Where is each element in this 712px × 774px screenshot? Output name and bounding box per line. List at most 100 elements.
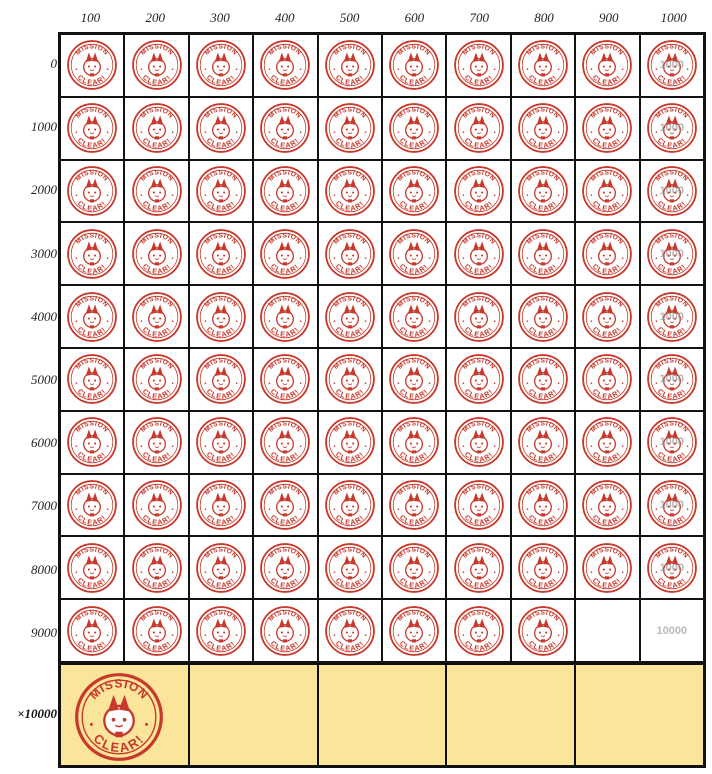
mission-clear-stamp-icon: MISSION CLEAR!	[582, 40, 633, 91]
svg-text:CLEAR!: CLEAR!	[398, 513, 430, 527]
stamp-cell: MISSION CLEAR!	[510, 473, 576, 537]
ten-thousand-cell	[446, 664, 576, 766]
faded-cell-number: 1000	[659, 310, 685, 323]
row-label: 2000	[31, 182, 57, 198]
mission-clear-stamp-icon: MISSION CLEAR!	[196, 228, 246, 279]
stamp-cell: MISSION CLEAR! 1000	[639, 159, 704, 223]
stamp-cell: MISSION CLEAR!	[253, 34, 318, 97]
stamp-cell: MISSION CLEAR!	[510, 410, 576, 474]
svg-text:CLEAR!: CLEAR!	[527, 136, 559, 150]
svg-text:CLEAR!: CLEAR!	[269, 261, 301, 275]
svg-text:CLEAR!: CLEAR!	[527, 387, 559, 401]
stamp-cell: MISSION CLEAR!	[188, 410, 254, 474]
mission-clear-stamp-icon: MISSION CLEAR!	[389, 228, 440, 279]
svg-text:CLEAR!: CLEAR!	[140, 638, 172, 652]
svg-text:CLEAR!: CLEAR!	[398, 199, 430, 213]
mission-clear-stamp-icon: MISSION CLEAR!	[260, 480, 311, 530]
svg-text:CLEAR!: CLEAR!	[656, 387, 688, 401]
svg-text:CLEAR!: CLEAR!	[205, 199, 237, 213]
mission-clear-stamp-icon: MISSION CLEAR!	[646, 354, 697, 405]
stamp-cell: MISSION CLEAR!	[382, 347, 447, 411]
mission-clear-stamp-icon: MISSION CLEAR!	[131, 605, 182, 656]
svg-text:CLEAR!: CLEAR!	[205, 136, 237, 150]
svg-text:CLEAR!: CLEAR!	[140, 73, 172, 87]
stamp-cell: MISSION CLEAR!	[446, 599, 511, 662]
stamp-cell: MISSION CLEAR!	[575, 473, 640, 537]
svg-text:CLEAR!: CLEAR!	[462, 199, 494, 213]
mission-clear-stamp-icon: MISSION CLEAR!	[582, 103, 633, 154]
stamp-cell: MISSION CLEAR! 1000	[639, 222, 704, 286]
svg-text:CLEAR!: CLEAR!	[398, 450, 430, 464]
row-label: 5000	[31, 372, 57, 387]
mission-clear-stamp-icon: MISSION CLEAR!	[324, 291, 375, 342]
svg-text:CLEAR!: CLEAR!	[462, 261, 494, 275]
mission-clear-stamp-icon: MISSION CLEAR!	[582, 417, 633, 468]
svg-text:CLEAR!: CLEAR!	[462, 324, 494, 338]
stamp-cell: MISSION CLEAR!	[510, 599, 576, 662]
mission-clear-stamp-icon: MISSION CLEAR!	[582, 166, 633, 216]
svg-text:CLEAR!: CLEAR!	[462, 450, 494, 464]
mission-clear-stamp-icon: MISSION CLEAR!	[260, 354, 311, 405]
stamp-cell: MISSION CLEAR!	[188, 599, 254, 662]
stamp-cell: MISSION CLEAR!	[510, 536, 576, 600]
stamp-cell: MISSION CLEAR! 1000	[639, 347, 704, 411]
mission-clear-stamp-icon: MISSION CLEAR!	[324, 605, 375, 656]
mission-clear-stamp-icon: MISSION CLEAR!	[324, 480, 375, 530]
mission-clear-stamp-icon: MISSION CLEAR!	[260, 166, 311, 216]
stamp-cell	[575, 599, 640, 662]
svg-text:CLEAR!: CLEAR!	[76, 261, 108, 275]
mission-clear-stamp-icon: MISSION CLEAR!	[582, 228, 633, 279]
svg-text:CLEAR!: CLEAR!	[656, 261, 688, 275]
svg-text:CLEAR!: CLEAR!	[398, 324, 430, 338]
svg-text:CLEAR!: CLEAR!	[527, 450, 559, 464]
stamp-cell: MISSION CLEAR!	[575, 34, 640, 97]
svg-text:CLEAR!: CLEAR!	[527, 73, 559, 87]
svg-text:CLEAR!: CLEAR!	[76, 73, 108, 87]
column-label: 900	[599, 10, 619, 25]
svg-text:CLEAR!: CLEAR!	[334, 638, 366, 652]
svg-text:CLEAR!: CLEAR!	[334, 387, 366, 401]
mission-clear-stamp-icon: MISSION CLEAR!	[518, 40, 568, 91]
faded-cell-number: 1000	[659, 436, 685, 449]
svg-text:CLEAR!: CLEAR!	[76, 450, 108, 464]
mission-clear-stamp-icon: MISSION CLEAR!	[196, 480, 246, 530]
stamp-cell: MISSION CLEAR!	[510, 96, 576, 160]
stamp-cell: MISSION CLEAR!	[60, 285, 125, 348]
mission-clear-stamp-icon: MISSION CLEAR!	[453, 103, 504, 154]
mission-clear-stamp-icon: MISSION CLEAR!	[582, 542, 633, 593]
svg-text:CLEAR!: CLEAR!	[462, 638, 494, 652]
faded-cell-number: 1000	[659, 373, 685, 386]
mission-clear-stamp-icon: MISSION CLEAR!	[582, 480, 633, 530]
stamp-cell: MISSION CLEAR! 1000	[639, 410, 704, 474]
svg-text:CLEAR!: CLEAR!	[269, 638, 301, 652]
stamp-cell: MISSION CLEAR!	[60, 96, 125, 160]
mission-clear-stamp-icon: MISSION CLEAR!	[324, 103, 375, 154]
column-header-row: 100 200 300 400 500 600 700 800 900 1000	[58, 0, 706, 32]
mission-clear-stamp-icon: MISSION CLEAR!	[196, 40, 246, 91]
mission-clear-stamp-icon: MISSION CLEAR!	[389, 354, 440, 405]
svg-text:CLEAR!: CLEAR!	[527, 513, 559, 527]
mission-clear-stamp-icon: MISSION CLEAR!	[67, 40, 118, 91]
svg-text:CLEAR!: CLEAR!	[140, 450, 172, 464]
stamp-cell: MISSION CLEAR! 1000	[639, 285, 704, 348]
mission-clear-stamp-icon: MISSION CLEAR!	[67, 542, 118, 593]
stamp-cell: MISSION CLEAR!	[446, 222, 511, 286]
svg-text:CLEAR!: CLEAR!	[656, 199, 688, 213]
row-label: 7000	[31, 498, 57, 514]
mission-clear-stamp-icon: MISSION CLEAR!	[196, 103, 246, 154]
faded-cell-number: 1000	[659, 561, 685, 574]
svg-text:CLEAR!: CLEAR!	[269, 136, 301, 150]
stamp-cell: MISSION CLEAR!	[60, 347, 125, 411]
row-label: 3000	[31, 245, 57, 261]
stamp-cell: MISSION CLEAR!	[124, 599, 189, 662]
mission-clear-stamp-icon: MISSION CLEAR!	[131, 480, 182, 530]
mission-clear-stamp-icon: MISSION CLEAR!	[324, 417, 375, 468]
mission-clear-stamp-icon: MISSION CLEAR!	[518, 228, 568, 279]
svg-text:CLEAR!: CLEAR!	[656, 324, 688, 338]
svg-text:CLEAR!: CLEAR!	[656, 513, 688, 527]
mission-clear-stamp-icon: MISSION CLEAR!	[646, 417, 697, 468]
mission-clear-stamp-icon: MISSION CLEAR!	[67, 228, 118, 279]
mission-clear-stamp-icon: MISSION CLEAR!	[453, 228, 504, 279]
mission-clear-stamp-icon: MISSION CLEAR!	[196, 542, 246, 593]
ten-thousand-cell: MISSION CLEAR!	[60, 664, 189, 766]
